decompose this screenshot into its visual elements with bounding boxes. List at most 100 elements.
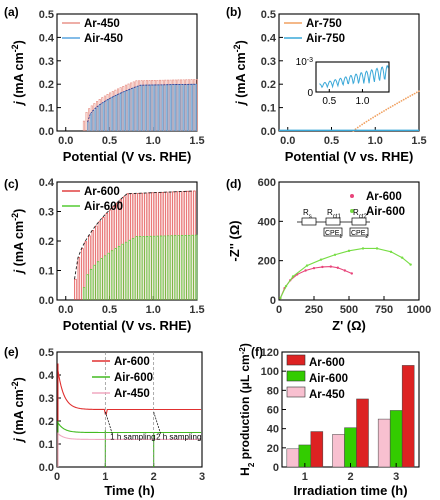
legend-label: Air-750 [306,33,345,45]
inset-x-tick-label: 0.5 [322,96,336,107]
legend-label: Ar-450 [309,389,345,401]
y-tick-label: 0.1 [39,439,54,451]
y-tick-label: 0.5 [39,9,54,21]
plot-frame [56,351,203,468]
series-line-Air-600 [57,421,202,467]
y-tick-label: 0.1 [39,266,54,278]
panel-label: (d) [226,177,241,191]
x-tick-label: 1.5 [189,135,204,147]
resistor-icon [325,217,341,226]
x-axis-label: Z' (Ω) [332,318,366,333]
y-tick-label: 0.5 [261,9,276,21]
data-point [391,104,394,107]
x-tick-label: 0.0 [58,135,73,147]
bar [332,434,345,468]
y-tick-label: 0 [270,295,276,307]
series-line-Ar-450 [57,432,202,467]
x-tick-label: 1.5 [189,304,204,316]
circuit-label: Rct2 [353,208,367,220]
resistor-icon [351,217,367,226]
data-point [402,98,405,101]
x-tick-label: 1 [302,471,308,483]
data-point [413,92,416,95]
bar [286,448,300,468]
series-line-Ar-450 [82,79,198,131]
data-point [389,106,392,109]
data-point [383,110,385,112]
data-point [372,116,374,119]
annotation-text: 1 h sampling [110,432,155,441]
x-axis-label: Potential (V vs. RHE) [285,149,414,164]
data-point [374,115,377,118]
panel-label: (a) [4,5,19,19]
x-axis-label: Irradiation time (h) [293,483,407,498]
legend-label: Ar-600 [309,357,345,369]
annotation-text: 2 h sampling [156,432,201,441]
y-tick-label: 0.0 [39,295,54,307]
y-tick-label: 0.2 [39,416,54,428]
panel-label: (b) [226,5,241,19]
data-point [394,103,396,106]
annotation-arrow [104,411,113,435]
data-point [359,125,361,127]
y-tick-label: 40 [267,424,279,436]
annotation-arrow [153,411,162,435]
x-tick-label: 3 [199,471,205,483]
y-axis-label: H2 production (μL cm-2) [238,343,256,476]
data-point [387,107,390,110]
series-line-Air-600 [82,234,198,300]
data-point [418,90,420,93]
y-tick-label: 0.5 [39,347,54,359]
legend-marker [350,194,354,198]
bar [310,431,324,468]
y-tick-label: 60 [267,405,279,417]
x-tick-label: 2 [347,471,353,483]
y-tick-label: 0.4 [39,370,55,382]
y-tick-label: 0.0 [39,126,54,138]
y-tick-label: 100 [261,366,279,378]
inset-frame [315,61,390,93]
y-tick-label: 0.0 [261,126,276,138]
data-point [398,101,401,104]
y-tick-label: 200 [258,256,276,268]
y-tick-label: 0.4 [261,32,277,44]
x-tick-label: 2 [151,471,157,483]
data-point [354,128,357,131]
x-tick-label: 0 [276,304,282,316]
legend-label: Ar-750 [306,18,342,30]
bar [377,418,391,468]
legend-marker [286,354,306,366]
data-point [404,97,407,100]
data-point [361,123,364,126]
inset-series-line [319,65,389,89]
legend-label: Ar-450 [114,388,150,400]
y-tick-label: 0.3 [39,56,54,68]
series-envelope [74,190,194,280]
y-tick-label: 80 [267,385,279,397]
cpe-icon [323,227,343,237]
data-point [365,120,368,123]
circuit-label: CPE2 [351,230,368,240]
data-point [400,100,403,102]
data-point [367,119,370,122]
data-point [356,126,359,129]
panel-label: (c) [4,177,19,191]
series-envelope [87,83,196,123]
x-tick-label: 1.5 [411,135,426,147]
x-tick-label: 250 [305,304,323,316]
cpe-icon [349,227,369,237]
bar [344,427,357,468]
x-tick-label: 1.0 [368,135,383,147]
bar [356,398,369,468]
y-axis-label: j (mA cm-2) [232,40,248,107]
y-axis-label: j (mA cm-2) [10,377,26,444]
inset-y-tick-label: 0 [307,88,313,99]
bar [401,365,415,468]
x-tick-label: 0.5 [102,135,117,147]
y-axis-label: j (mA cm-2) [10,209,26,276]
x-tick-label: 1 [102,471,108,483]
y-tick-label: 0.1 [261,103,276,115]
data-point [415,91,418,94]
y-tick-label: 0.0 [39,462,54,474]
